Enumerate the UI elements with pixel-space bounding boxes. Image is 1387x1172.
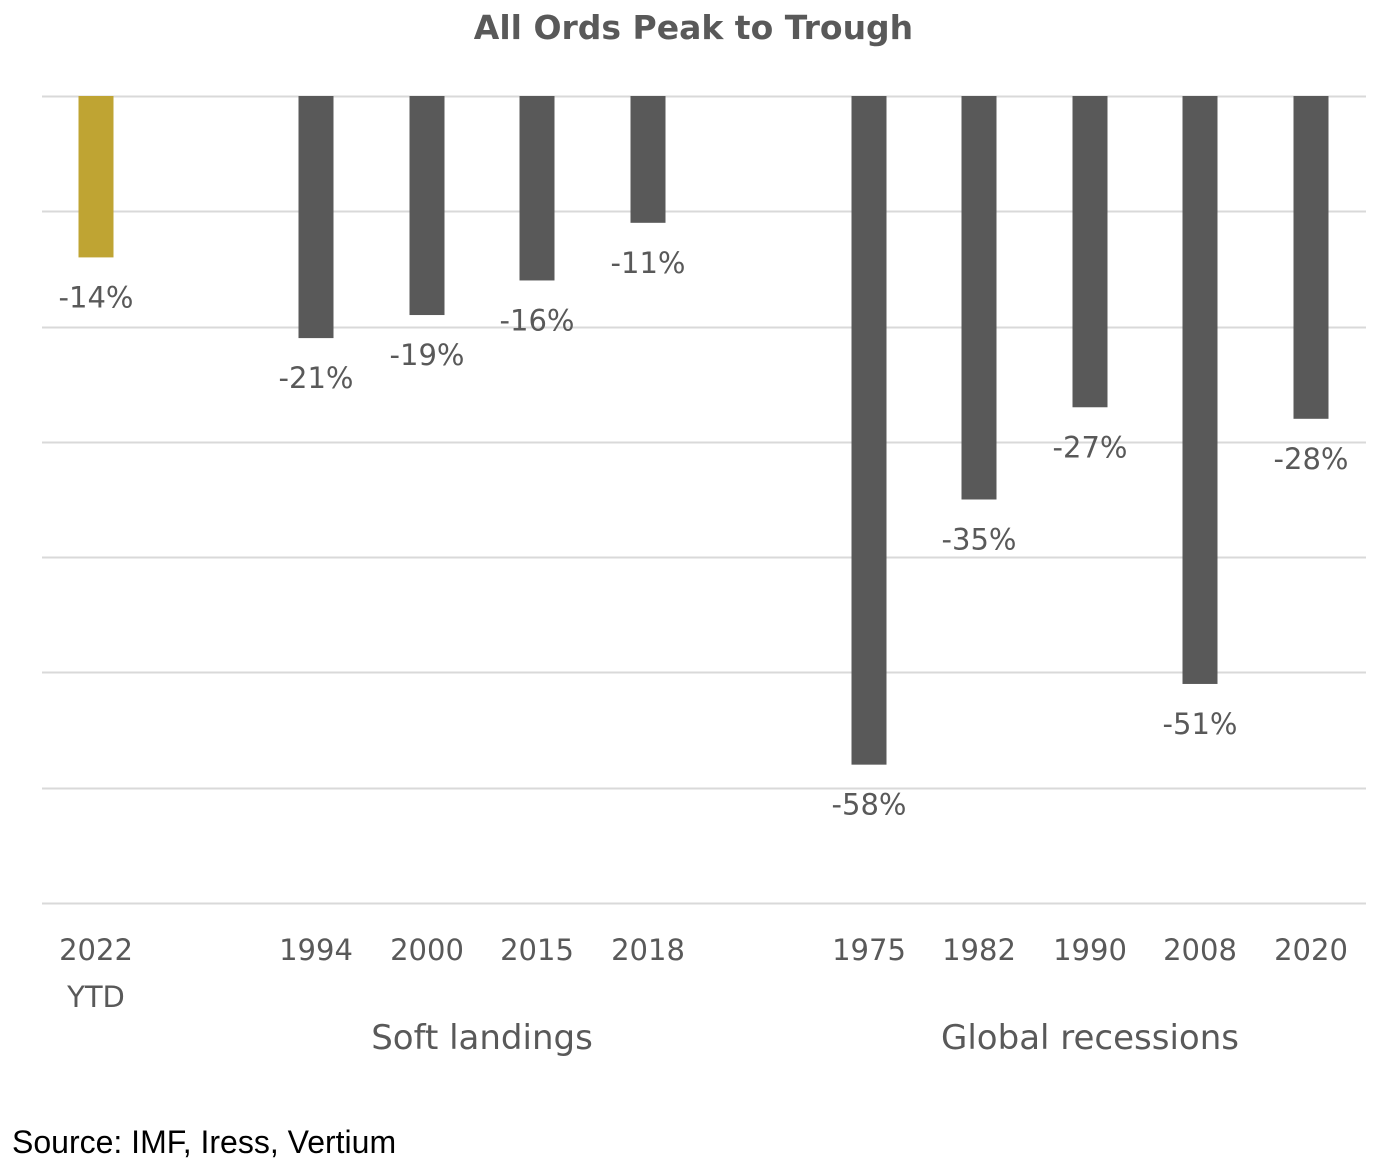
- bar-2018: [630, 96, 666, 223]
- category-label-2020: 2020: [1274, 933, 1348, 967]
- category-label-1975: 1975: [832, 933, 906, 967]
- bar-chart: -14% -21% -19% -16% -11% -58% -35% -27% -51% -28%…: [42, 95, 1366, 1058]
- bar-2008: [1182, 96, 1218, 684]
- category-label-2000: 2000: [390, 933, 464, 967]
- data-label-2022: -14%: [59, 280, 134, 314]
- data-label-1994: -21%: [279, 361, 354, 395]
- data-label-1990: -27%: [1053, 430, 1128, 464]
- bar-1994: [298, 96, 334, 339]
- category-label-2022: 2022: [59, 933, 133, 967]
- category-label-1990: 1990: [1053, 933, 1127, 967]
- bar-2000: [409, 96, 445, 316]
- data-label-2018: -11%: [611, 246, 686, 280]
- data-label-1975: -58%: [832, 788, 907, 822]
- bar-2020: [1293, 96, 1329, 419]
- source-note: Source: IMF, Iress, Vertium: [12, 1124, 397, 1160]
- category-label-2018: 2018: [611, 933, 685, 967]
- chart-title: All Ords Peak to Trough: [473, 8, 914, 47]
- data-label-1982: -35%: [942, 523, 1017, 557]
- data-label-2020: -28%: [1274, 442, 1349, 476]
- category-label-2022-line2: YTD: [66, 980, 125, 1014]
- category-label-1994: 1994: [279, 933, 353, 967]
- bar-1975: [851, 96, 887, 765]
- category-label-1982: 1982: [942, 933, 1016, 967]
- bar-2015: [519, 96, 555, 281]
- group-label-global-recessions: Global recessions: [941, 1018, 1239, 1058]
- category-label-2015: 2015: [500, 933, 574, 967]
- bar-2022: [78, 96, 114, 258]
- data-label-2015: -16%: [500, 303, 575, 337]
- bar-1982: [961, 96, 997, 500]
- data-label-2000: -19%: [390, 338, 465, 372]
- category-label-2008: 2008: [1163, 933, 1237, 967]
- bar-1990: [1072, 96, 1108, 408]
- group-label-soft-landings: Soft landings: [371, 1018, 593, 1058]
- data-label-2008: -51%: [1163, 707, 1238, 741]
